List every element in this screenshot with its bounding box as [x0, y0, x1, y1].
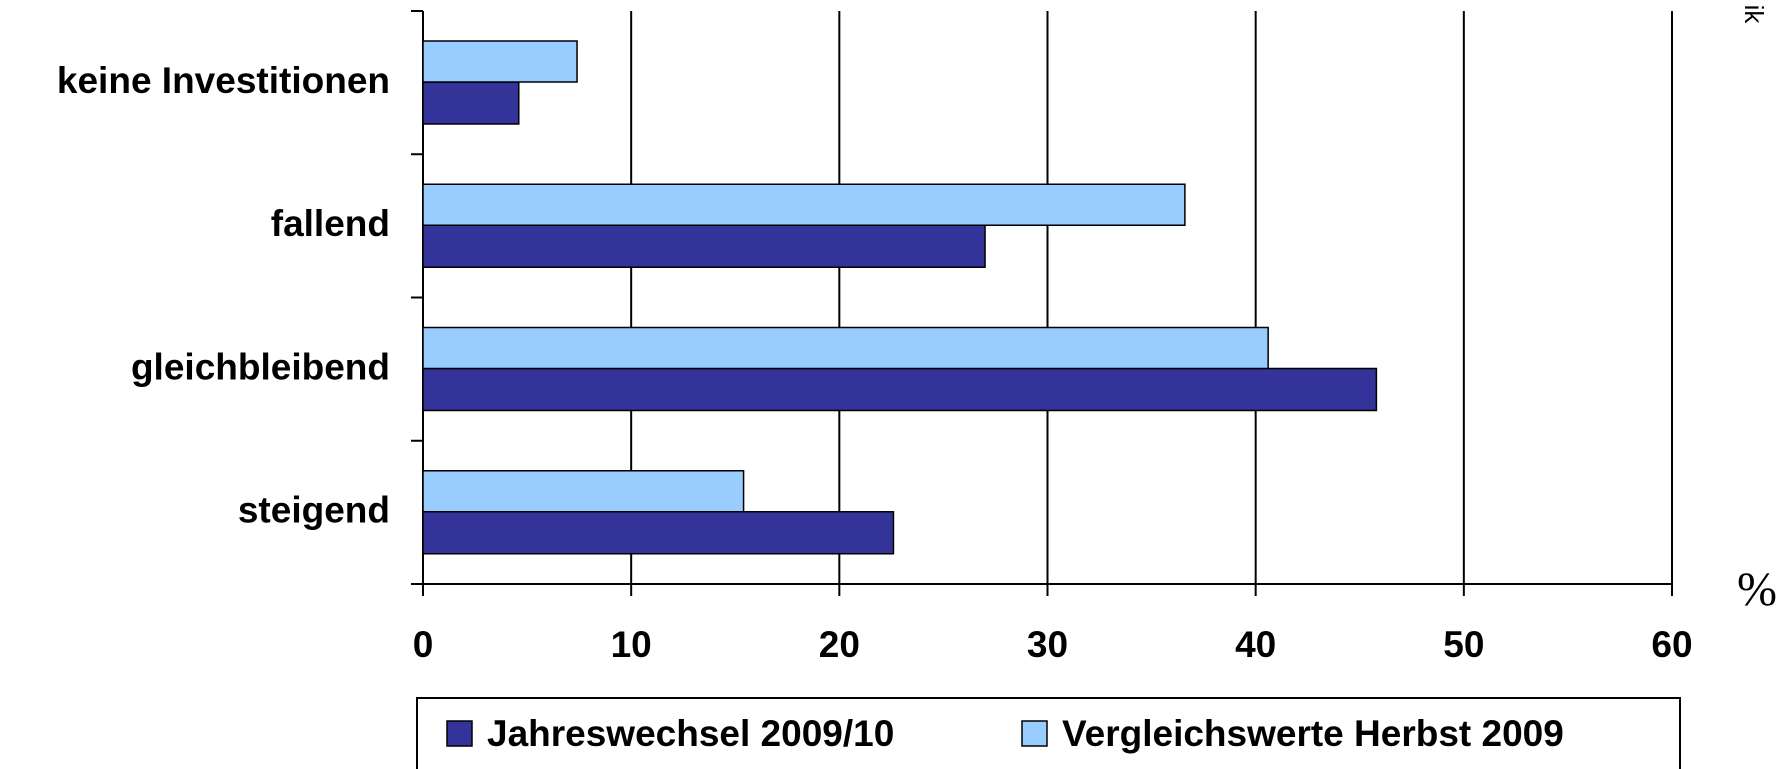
bar: [422, 470, 745, 513]
y-tick-label: steigend: [238, 490, 390, 531]
x-tick-label: 20: [819, 624, 860, 665]
legend-box: [416, 697, 1681, 769]
legend-label: Vergleichswerte Herbst 2009: [1062, 713, 1564, 754]
unit-label: %: [1737, 563, 1777, 616]
bar: [422, 224, 986, 268]
x-tick-label: 60: [1651, 624, 1692, 665]
x-tick-label: 0: [413, 624, 434, 665]
y-tick-label: fallend: [271, 203, 390, 244]
x-tick-label: 40: [1235, 624, 1276, 665]
bar: [422, 326, 1269, 370]
annotation: ik: [1739, 5, 1769, 25]
y-tick-label: gleichbleibend: [131, 346, 390, 387]
x-tick-label: 50: [1443, 624, 1484, 665]
legend-swatch: [446, 720, 473, 747]
y-tick-label: keine Investitionen: [57, 60, 390, 101]
x-tick-label: 10: [611, 624, 652, 665]
x-tick-label: 30: [1027, 624, 1068, 665]
bar: [422, 511, 895, 555]
bar: [422, 367, 1378, 412]
legend-label: Jahreswechsel 2009/10: [487, 713, 894, 754]
legend-swatch: [1021, 720, 1048, 747]
bar: [422, 183, 1186, 226]
bar: [422, 40, 578, 83]
bar: [422, 81, 520, 125]
